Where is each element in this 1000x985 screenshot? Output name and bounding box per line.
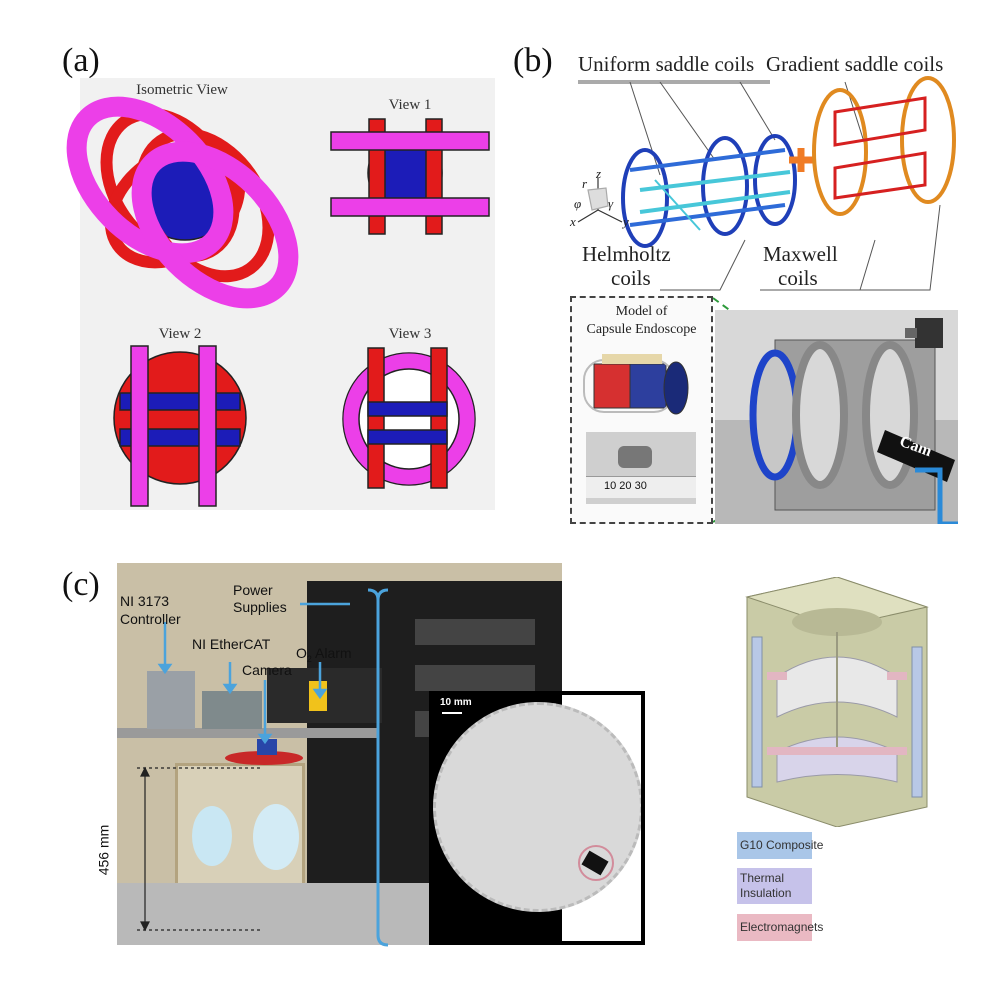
helmholtz-label-line1: Helmholtz bbox=[582, 242, 671, 266]
capsule-title-line2: Capsule Endoscope bbox=[586, 322, 697, 337]
legend-label-thermal: Thermal Insulation bbox=[740, 871, 792, 900]
panel-label-b: (b) bbox=[513, 42, 553, 79]
gradient-saddle-coils-label: Gradient saddle coils bbox=[766, 52, 944, 76]
view-3-drawing bbox=[342, 347, 476, 489]
view-2-title: View 2 bbox=[158, 326, 202, 342]
axis-label-y: y bbox=[623, 214, 629, 229]
height-label: 456 mm bbox=[95, 824, 112, 876]
axis-label-z: z bbox=[596, 166, 602, 181]
helmholtz-uniform-coils bbox=[621, 134, 797, 248]
legend-swatch-thermal bbox=[737, 868, 812, 904]
capsule-highlight bbox=[578, 845, 614, 881]
ruler-markings: 10 20 30 bbox=[604, 480, 647, 492]
axis-label-r: r bbox=[582, 176, 588, 191]
o2-alarm-label: O2 Alarm bbox=[296, 645, 352, 664]
legend-swatch-electromagnets bbox=[737, 914, 812, 941]
maxwell-label-line2: coils bbox=[778, 266, 818, 290]
power-supplies-label-line1: Power bbox=[233, 582, 273, 598]
camera-view-disc bbox=[433, 702, 643, 912]
cryostat-lid bbox=[225, 751, 303, 765]
power-supply-bracket bbox=[367, 588, 389, 947]
capsule-model-drawing bbox=[583, 354, 689, 415]
panel-label-a: (a) bbox=[62, 42, 100, 79]
axis-triad bbox=[577, 178, 623, 223]
bottom-leader-lines bbox=[660, 204, 941, 291]
ni-3173-label-line2: Controller bbox=[120, 611, 181, 627]
apparatus-drawing bbox=[715, 318, 958, 524]
isometric-coil-drawing bbox=[66, 96, 299, 309]
capsule-endoscope-inset: Model of Capsule Endoscope 10 20 30 bbox=[570, 296, 713, 524]
power-supplies-label-line2: Supplies bbox=[233, 599, 287, 615]
ruler: 10 20 30 bbox=[586, 476, 696, 498]
power-supply-unit bbox=[415, 665, 535, 691]
ethercat-label: NI EtherCAT bbox=[192, 636, 271, 652]
view-3-title: View 3 bbox=[388, 326, 432, 342]
capsule-photo: 10 20 30 bbox=[586, 432, 696, 504]
uniform-saddle-coils-label: Uniform saddle coils bbox=[578, 52, 755, 76]
o2-alarm-word: Alarm bbox=[311, 645, 352, 661]
coil-apparatus-render: Cam bbox=[715, 310, 958, 524]
maxwell-label-line1: Maxwell bbox=[763, 242, 838, 266]
view-1-title: View 1 bbox=[388, 97, 432, 113]
axis-label-x: x bbox=[570, 214, 576, 229]
power-supply-unit bbox=[415, 619, 535, 645]
scale-bar-label: 10 mm bbox=[440, 697, 472, 708]
view-1-drawing bbox=[330, 118, 490, 235]
plus-icon bbox=[789, 148, 813, 172]
isometric-view-title: Isometric View bbox=[136, 82, 228, 98]
capsule-photo-object bbox=[618, 446, 652, 468]
table-shelf bbox=[117, 728, 377, 738]
axis-label-gamma: γ bbox=[608, 196, 614, 211]
panel-label-c: (c) bbox=[62, 566, 100, 603]
scale-bar bbox=[442, 712, 462, 714]
view-2-drawing bbox=[113, 345, 247, 507]
legend-label-electromagnets: Electromagnets bbox=[740, 920, 824, 934]
ethercat-device bbox=[202, 691, 262, 729]
ni-controller-device bbox=[147, 671, 195, 729]
cryostat-window bbox=[253, 804, 299, 870]
height-dimension bbox=[137, 766, 260, 932]
helmholtz-label-line2: coils bbox=[611, 266, 651, 290]
maxwell-gradient-coils bbox=[812, 76, 956, 216]
cryostat-cutaway-render bbox=[745, 577, 929, 827]
legend-swatch-g10 bbox=[737, 832, 812, 859]
cryostat-window bbox=[192, 806, 232, 866]
camera-device bbox=[257, 739, 277, 755]
legend-label-g10: G10 Composite bbox=[740, 838, 824, 852]
cold-fog bbox=[117, 883, 437, 945]
axis-label-phi: φ bbox=[574, 196, 582, 211]
ni-3173-label-line1: NI 3173 bbox=[120, 593, 170, 609]
o2-symbol: O bbox=[296, 645, 307, 661]
camera-label: Camera bbox=[242, 662, 292, 678]
capsule-title-line1: Model of bbox=[615, 304, 668, 319]
o2-subscript: 2 bbox=[306, 653, 312, 664]
